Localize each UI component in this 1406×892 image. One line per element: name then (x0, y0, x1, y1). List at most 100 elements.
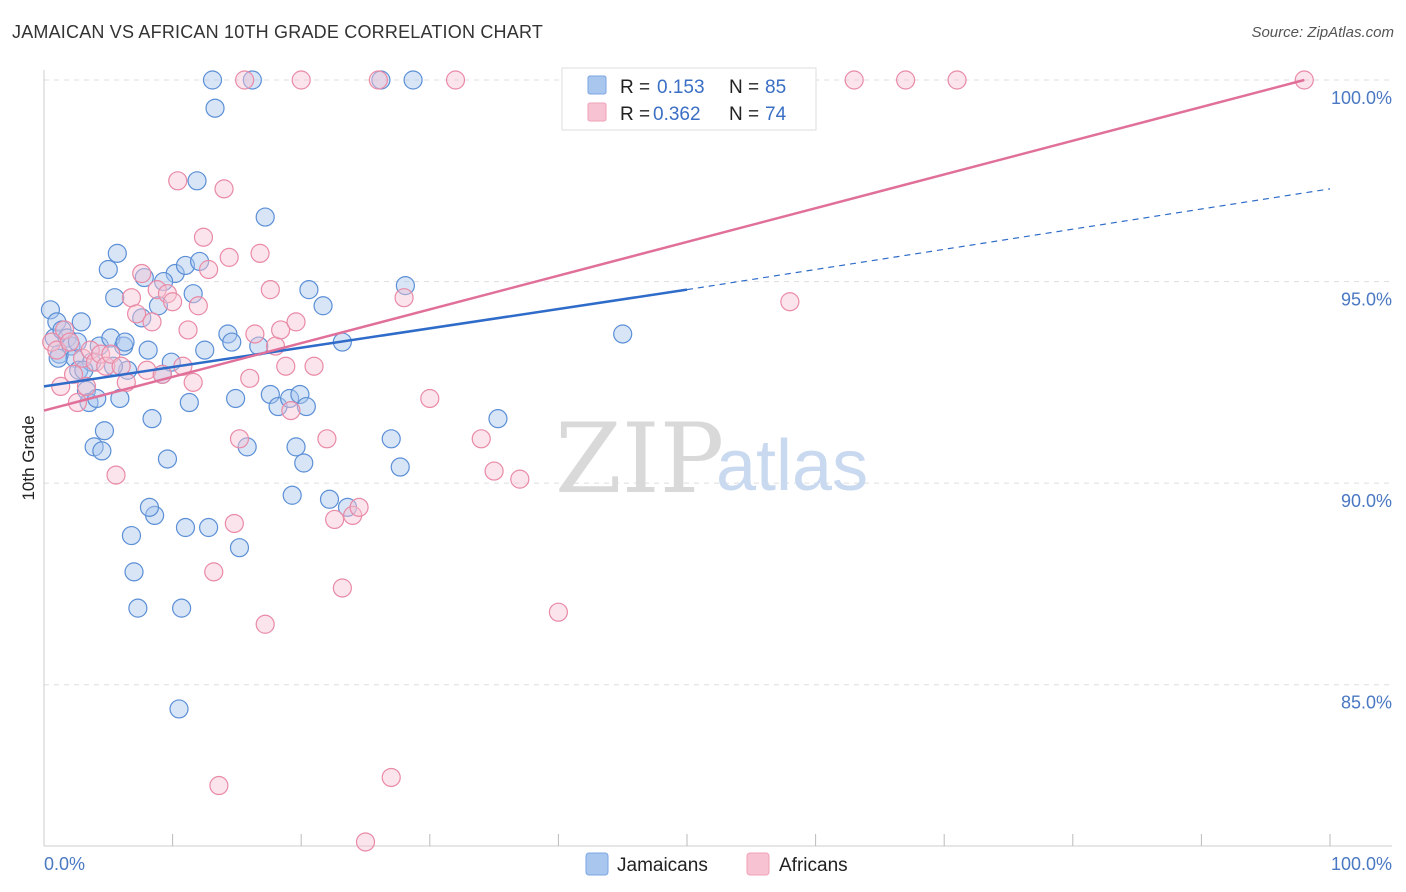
x-tick-label-min: 0.0% (44, 854, 85, 874)
jamaican-point (175, 517, 196, 538)
african-point (178, 320, 198, 340)
jamaican-point (172, 598, 192, 618)
bottom-legend-jamaicans: Jamaicans (617, 855, 708, 876)
african-point (96, 356, 116, 376)
jamaican-point (403, 70, 423, 90)
y-tick-label: 85.0% (1341, 693, 1392, 713)
jamaican-point (139, 497, 160, 517)
jamaican-point (179, 392, 199, 413)
jamaican-point (260, 384, 280, 405)
jamaican-point (71, 312, 91, 332)
african-point (126, 304, 147, 324)
african-point (147, 280, 167, 300)
african-point (276, 356, 296, 376)
jamaican-point (205, 98, 225, 118)
y-tick-label: 95.0% (1341, 290, 1392, 310)
chart-source: Source: ZipAtlas.com (1251, 24, 1394, 41)
watermark-atlas: atlas (716, 426, 868, 506)
african-point (142, 312, 162, 332)
jamaican-point (105, 288, 125, 308)
african-point (304, 356, 324, 376)
african-point (132, 263, 152, 284)
african-point (204, 562, 224, 582)
watermark-zip: ZIP (555, 403, 724, 515)
african-point (199, 259, 219, 280)
jamaican-point (282, 485, 302, 505)
african-point (548, 602, 569, 622)
legend-swatch-jamaicans (587, 75, 607, 95)
african-point (60, 332, 80, 352)
bottom-legend-africans: Africans (779, 855, 848, 876)
african-point (484, 461, 504, 481)
jamaican-point (299, 280, 319, 300)
jamaican-point (175, 255, 196, 276)
jamaican-point (98, 259, 118, 280)
jamaican-point (124, 562, 144, 582)
jamaican-point (381, 429, 401, 449)
african-point (281, 400, 301, 421)
jamaican-point (169, 699, 189, 719)
african-point (317, 429, 337, 449)
jamaican-point (107, 243, 127, 263)
african-point (245, 324, 265, 344)
watermark: ZIP atlas (555, 403, 868, 515)
jamaican-point (286, 437, 306, 457)
legend-swatch-africans (587, 102, 607, 122)
african-point (844, 70, 864, 90)
african-point (106, 465, 126, 485)
jamaican-point (128, 598, 148, 618)
african-point (63, 364, 84, 384)
african-point (349, 497, 369, 517)
african-point (168, 171, 188, 191)
jamaican-point (199, 517, 219, 538)
legend-r-label-1: R = (620, 77, 650, 98)
african-point (286, 312, 306, 332)
bottom-legend-swatch-jamaicans (585, 852, 609, 876)
jamaican-point (157, 449, 178, 469)
african-point (240, 368, 260, 388)
jamaican-point (183, 284, 203, 304)
african-point (471, 429, 491, 449)
y-axis-label: 10th Grade (19, 415, 38, 500)
jamaican-point (229, 538, 250, 558)
jamaican-point (92, 441, 112, 461)
jamaican-point (294, 453, 314, 473)
axes (43, 70, 1392, 847)
african-point (355, 832, 376, 852)
jamaican-point (115, 332, 135, 352)
x-ticks (172, 834, 1331, 846)
jamaican-point (237, 437, 257, 457)
african-point (193, 227, 214, 247)
jamaican-point (319, 489, 340, 509)
african-point (214, 179, 234, 199)
series-legend: Jamaicans Africans (585, 852, 848, 876)
african-point (219, 247, 239, 267)
jamaican-point (226, 388, 246, 409)
african-point (325, 509, 345, 530)
jamaican-point (222, 332, 242, 352)
y-tick-labels: 85.0% 90.0% 95.0% 100.0% (1331, 88, 1392, 713)
legend-r-value-1: 0.153 (657, 77, 705, 98)
african-point (229, 429, 250, 449)
african-point (250, 243, 270, 263)
stats-legend: R = 0.153 N = 85 R = 0.362 N = 74 (561, 67, 817, 131)
african-point (188, 296, 208, 316)
jamaican-point (195, 340, 215, 360)
african-point (90, 344, 111, 364)
african-point (255, 614, 275, 634)
african-point (72, 348, 93, 368)
jamaican-point (613, 324, 633, 344)
african-point (780, 292, 800, 312)
jamaican-point (202, 70, 223, 90)
x-tick-label-max: 100.0% (1331, 854, 1392, 874)
african-point (260, 280, 280, 300)
jamaican-point (40, 300, 61, 320)
african-point (54, 320, 75, 340)
y-tick-label: 90.0% (1341, 491, 1392, 511)
african-point (896, 70, 916, 90)
africans-trendline (43, 78, 1305, 412)
jamaican-point (255, 207, 275, 227)
legend-r-value-2: 0.362 (653, 104, 701, 125)
african-point (291, 70, 311, 90)
